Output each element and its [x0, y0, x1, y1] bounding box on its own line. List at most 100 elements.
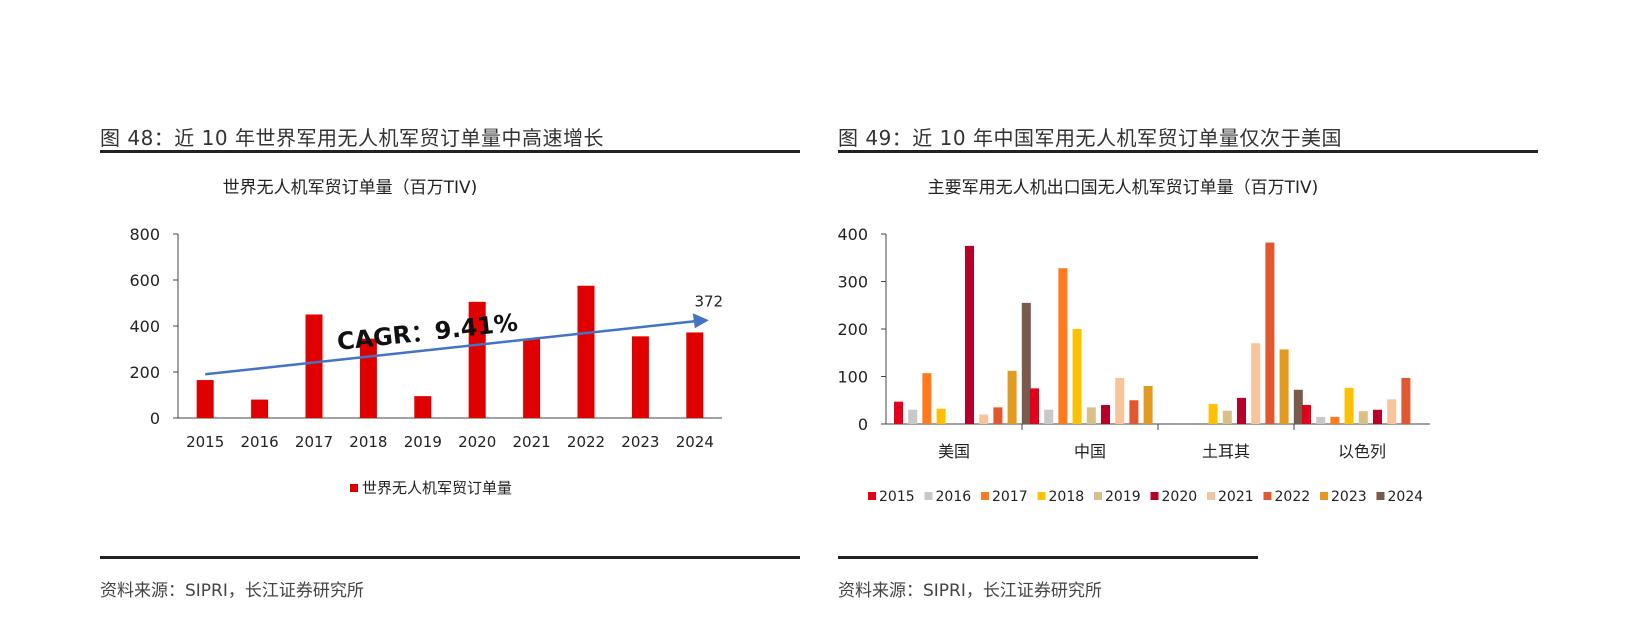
bar-2023 [631, 336, 649, 418]
bar-以色列-2019 [1358, 411, 1368, 424]
bar-土耳其-2021 [1251, 343, 1261, 424]
legend-swatch [981, 492, 989, 500]
bar-2020 [468, 301, 486, 418]
cagr-annotation: CAGR：9.41% [336, 309, 520, 356]
bar-以色列-2016 [1316, 416, 1326, 424]
x-tick-label: 2020 [458, 433, 496, 451]
bar-2019 [414, 396, 432, 418]
y-tick-label: 400 [129, 317, 160, 336]
x-tick-label: 2019 [404, 433, 442, 451]
y-tick-label: 800 [129, 225, 160, 244]
x-tick-label: 2016 [241, 433, 279, 451]
bar-中国-2020 [1101, 405, 1110, 424]
legend-label: 2021 [1218, 489, 1254, 505]
bar-中国-2021 [1115, 377, 1125, 424]
bar-2021 [523, 338, 541, 418]
exporter-drone-orders-chart: 主要军用无人机出口国无人机军贸订单量（百万TIV) 0 100 200 300 400 美国… [837, 178, 1430, 505]
x-tick-label: 2021 [513, 433, 551, 451]
figure-48-panel: 图 48：近 10 年世界军用无人机军贸订单量中高速增长 世界无人机军贸订单量（… [100, 0, 800, 630]
bar-美国-2021 [979, 414, 989, 424]
legend-swatch [350, 484, 358, 492]
bar-美国-2016 [908, 409, 918, 424]
figure-49-panel: 图 49：近 10 年中国军用无人机军贸订单量仅次于美国 主要军用无人机出口国无… [837, 0, 1538, 630]
legend-label: 2016 [936, 489, 972, 505]
bar-以色列-2017 [1330, 416, 1340, 424]
bottom-rule [100, 556, 800, 559]
y-tick-label: 600 [129, 271, 160, 290]
bar-以色列-2020 [1373, 409, 1382, 424]
x-tick-label: 2018 [349, 433, 387, 451]
bar-美国-2024 [1021, 302, 1031, 424]
bar-2016 [251, 399, 269, 418]
bar-美国-2018 [936, 408, 946, 424]
bar-中国-2016 [1044, 409, 1054, 424]
bar-土耳其-2020 [1237, 397, 1246, 424]
legend-swatch [1037, 492, 1046, 500]
x-tick-label: 2017 [295, 433, 333, 451]
x-category-label: 美国 [938, 442, 970, 461]
legend-swatch [868, 492, 876, 500]
bar-以色列-2022 [1401, 377, 1411, 424]
x-category-label: 中国 [1074, 442, 1106, 461]
bar-中国-2015 [1030, 388, 1039, 424]
bar-美国-2022 [993, 407, 1003, 424]
source-note: 资料来源：SIPRI，长江证券研究所 [100, 581, 364, 601]
y-tick-label: 400 [837, 225, 868, 244]
top-rule [100, 150, 800, 153]
x-category-label: 以色列 [1338, 442, 1386, 461]
legend-label: 2018 [1049, 489, 1085, 505]
bar-以色列-2021 [1387, 399, 1397, 424]
chart-title: 世界无人机军贸订单量（百万TIV) [223, 178, 478, 198]
bar-中国-2019 [1086, 407, 1096, 424]
legend-swatch [924, 492, 933, 500]
legend-label: 世界无人机军贸订单量 [362, 479, 512, 497]
end-value-label: 372 [694, 292, 723, 310]
legend-label: 2019 [1105, 489, 1141, 505]
bar-2022 [577, 285, 595, 418]
x-tick-label: 2022 [567, 433, 605, 451]
bar-以色列-2015 [1302, 405, 1311, 424]
bar-美国-2020 [965, 245, 974, 424]
legend-swatch [1207, 492, 1215, 500]
x-tick-label: 2015 [186, 433, 224, 451]
bar-美国-2017 [922, 373, 932, 424]
legend-label: 2024 [1388, 489, 1424, 505]
legend-swatch [1263, 492, 1272, 500]
y-tick-label: 200 [129, 363, 160, 382]
trend-arrowhead [692, 313, 709, 329]
legend-label: 2023 [1331, 489, 1367, 505]
legend-label: 2017 [992, 489, 1028, 505]
bar-中国-2023 [1143, 386, 1153, 424]
legend-label: 2015 [879, 489, 915, 505]
legend-swatch [1320, 492, 1328, 500]
figure-title: 图 49：近 10 年中国军用无人机军贸订单量仅次于美国 [838, 126, 1342, 150]
bar-中国-2018 [1072, 329, 1082, 424]
legend-swatch [1150, 492, 1159, 500]
source-note: 资料来源：SIPRI，长江证券研究所 [838, 581, 1102, 601]
x-category-label: 土耳其 [1202, 442, 1250, 461]
bar-美国-2015 [894, 401, 903, 424]
y-tick-label: 0 [150, 409, 160, 428]
bar-中国-2017 [1058, 268, 1068, 424]
bottom-rule [838, 556, 1258, 559]
x-tick-label: 2024 [676, 433, 714, 451]
bar-中国-2022 [1129, 400, 1139, 424]
y-tick-label: 200 [837, 320, 868, 339]
bar-土耳其-2022 [1265, 242, 1275, 424]
trend-line [205, 320, 695, 376]
bar-土耳其-2024 [1293, 389, 1303, 424]
top-rule [838, 150, 1538, 153]
y-tick-label: 300 [837, 273, 868, 292]
y-tick-label: 100 [837, 368, 868, 387]
bar-2017 [305, 314, 323, 418]
bar-2024 [686, 332, 704, 418]
legend-swatch [1376, 492, 1385, 500]
bar-土耳其-2023 [1279, 349, 1289, 424]
bar-2015 [196, 380, 214, 418]
legend-label: 2020 [1162, 489, 1198, 505]
legend-label: 2022 [1275, 489, 1311, 505]
x-tick-label: 2023 [621, 433, 659, 451]
bar-以色列-2018 [1344, 387, 1354, 424]
y-tick-label: 0 [858, 415, 868, 434]
chart-title: 主要军用无人机出口国无人机军贸订单量（百万TIV) [928, 178, 1319, 198]
